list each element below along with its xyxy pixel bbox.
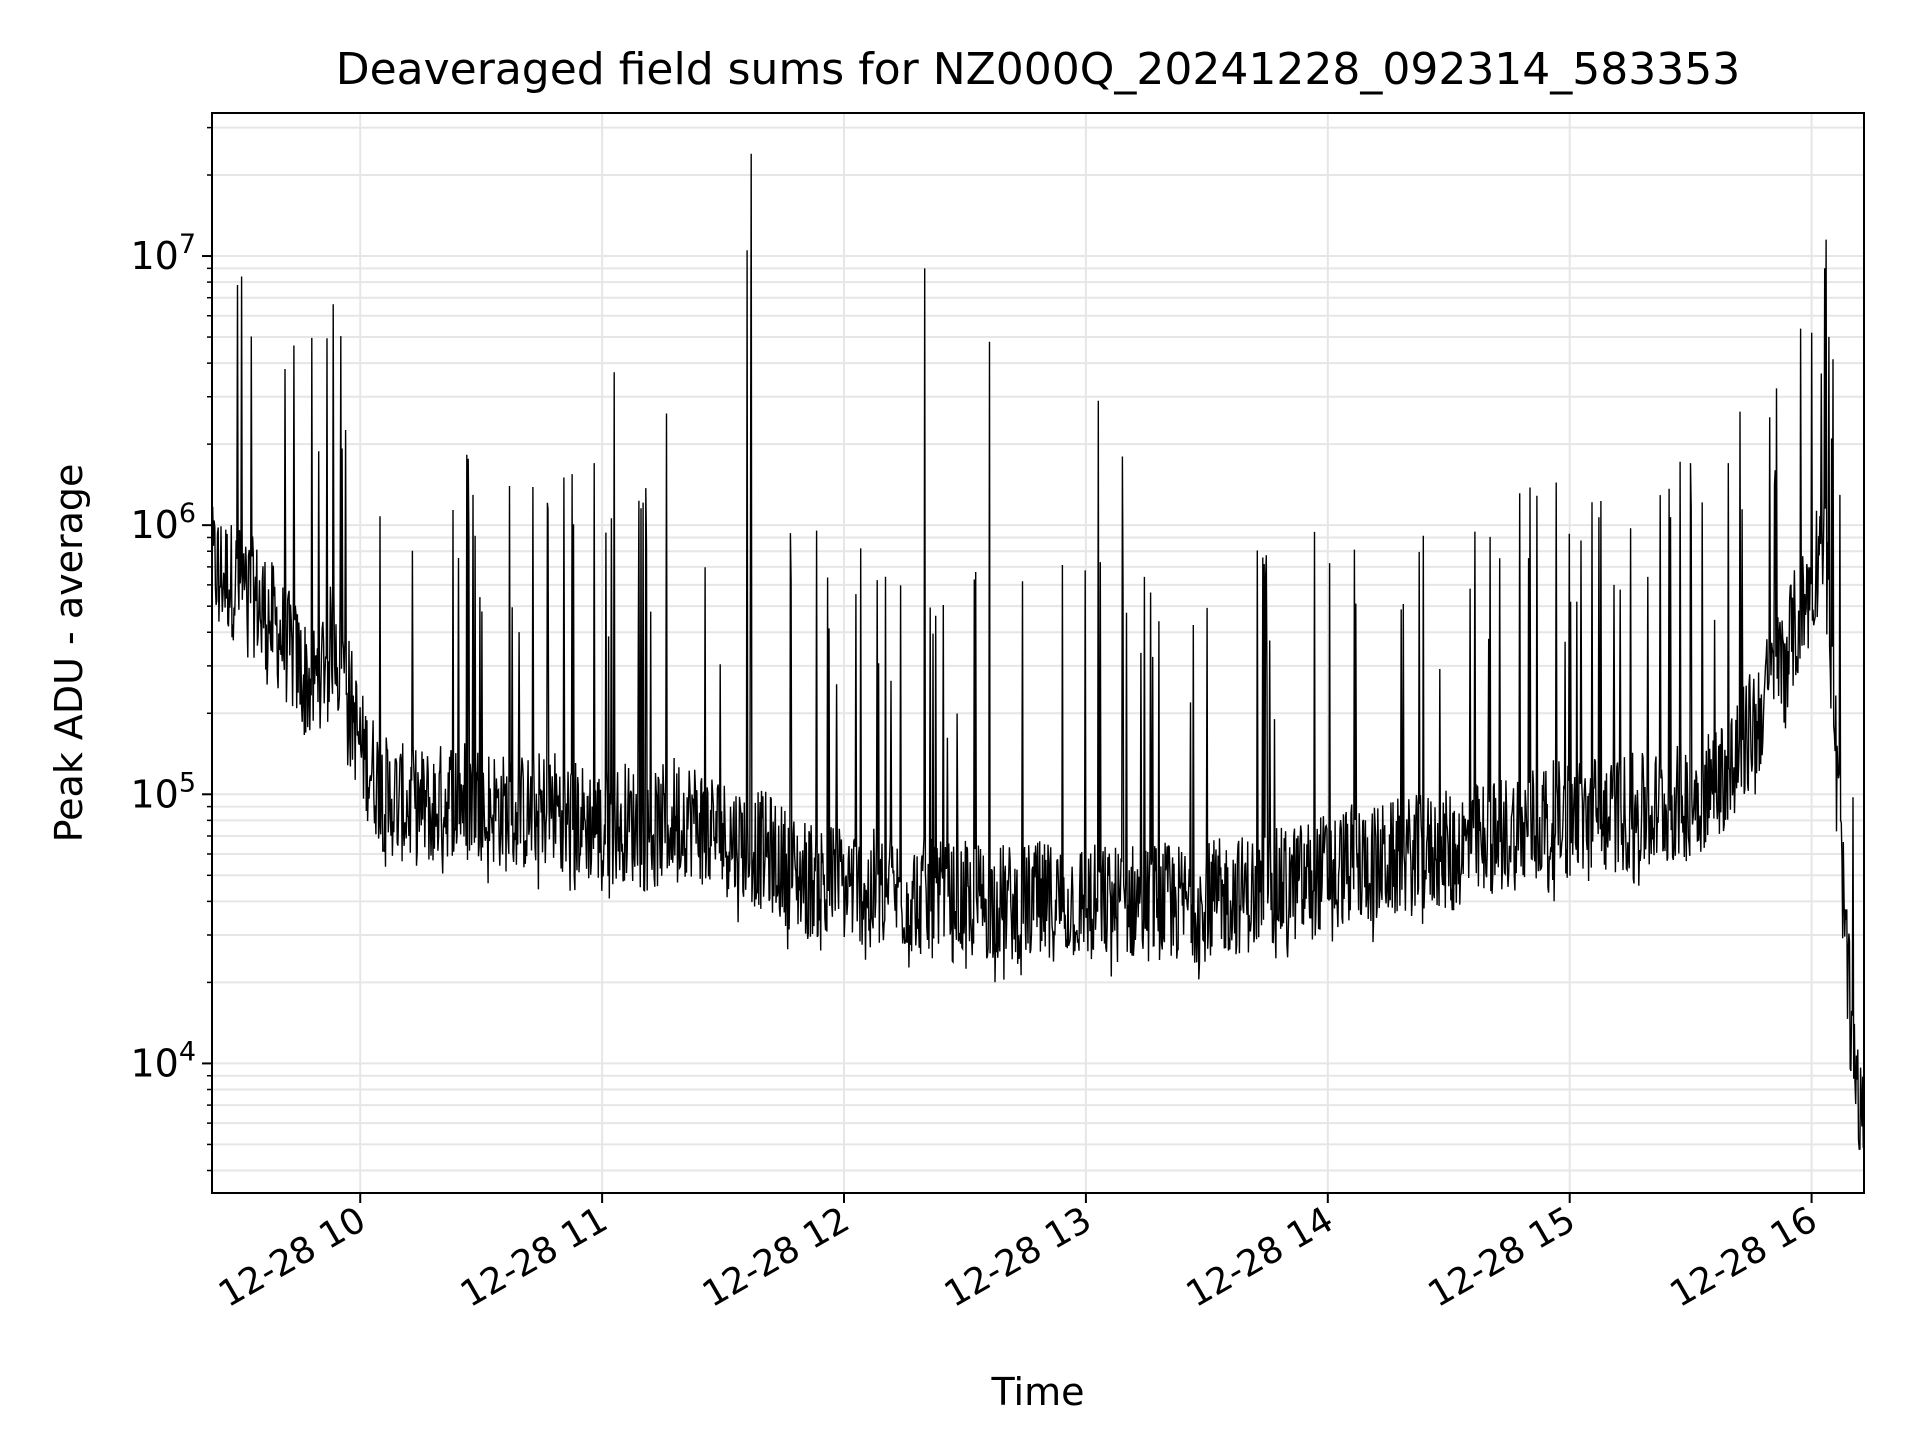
x-axis-label: Time <box>991 1370 1085 1414</box>
y-tick-label: 104 <box>130 1036 196 1085</box>
chart-title: Deaveraged field sums for NZ000Q_2024122… <box>336 44 1741 95</box>
series-line <box>212 153 1864 1150</box>
y-tick-label: 106 <box>130 498 196 547</box>
y-tick-label: 107 <box>130 229 196 278</box>
major-gridlines <box>212 113 1864 1193</box>
plot-area <box>212 113 1864 1193</box>
y-axis-label: Peak ADU - average <box>47 464 91 843</box>
y-tick-label: 105 <box>130 767 196 816</box>
axes-frame <box>211 112 1865 1194</box>
y-axis: 104 105 106 107 <box>130 126 212 1172</box>
